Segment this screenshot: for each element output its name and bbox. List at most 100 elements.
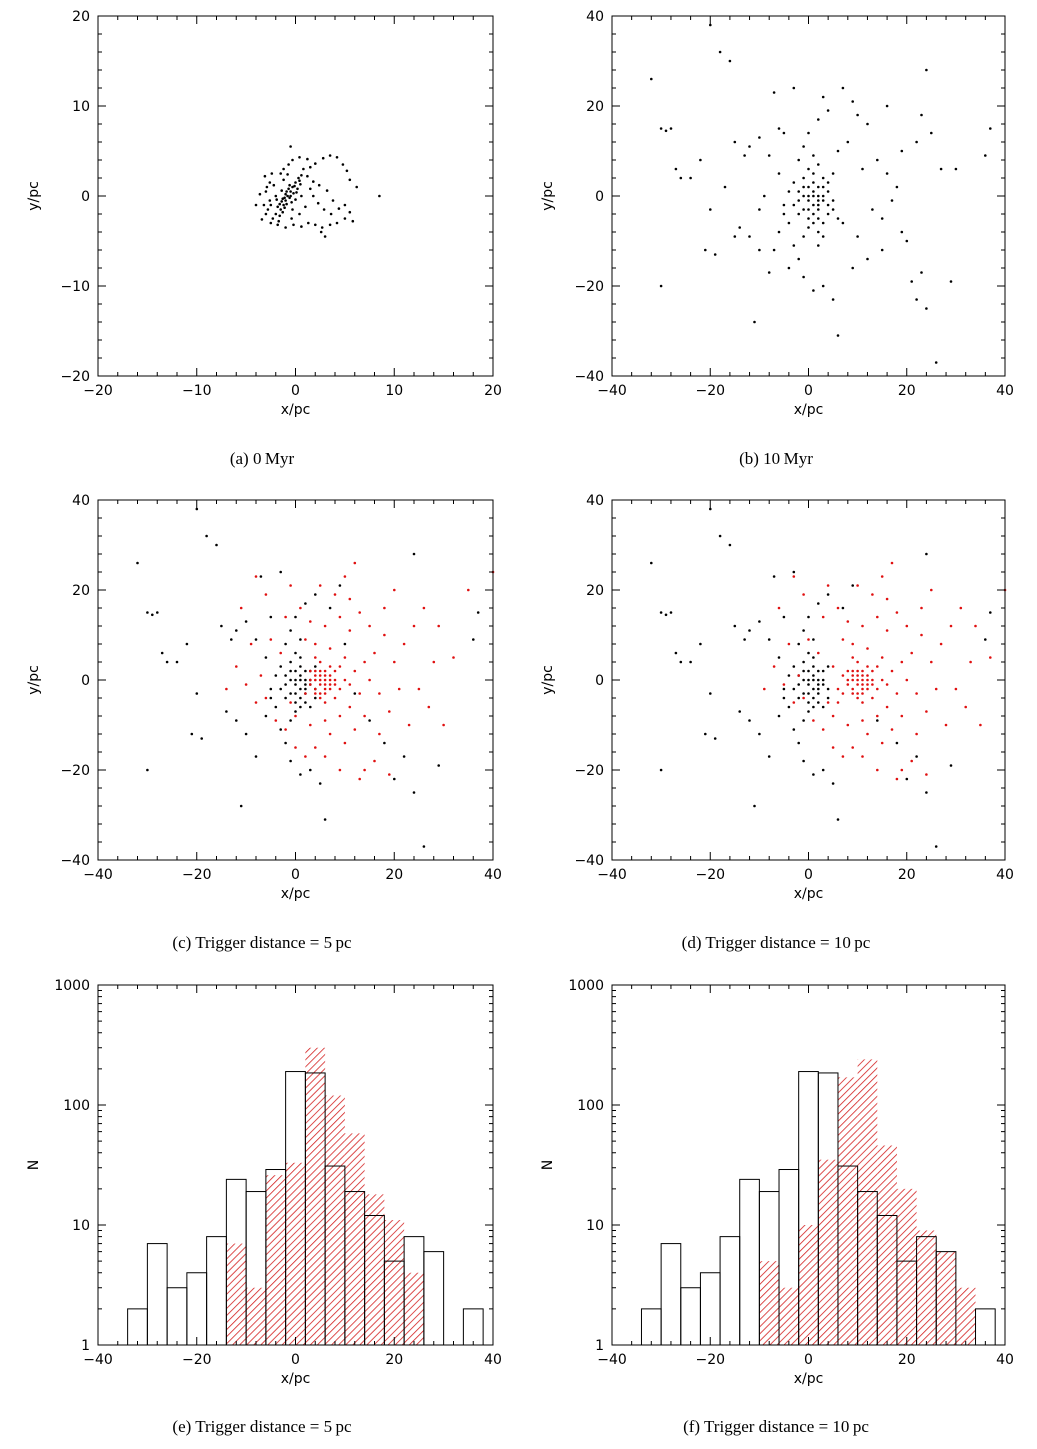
- data-point: [821, 669, 825, 673]
- data-point: [276, 205, 280, 209]
- data-point: [866, 687, 869, 691]
- x-tick-label: −20: [182, 867, 212, 883]
- data-point: [807, 167, 810, 171]
- data-point: [728, 59, 732, 63]
- data-point: [286, 173, 289, 176]
- data-point: [821, 176, 825, 180]
- data-point: [821, 678, 825, 682]
- data-point: [817, 692, 820, 695]
- data-point: [279, 651, 283, 655]
- x-axis-label: x/pc: [281, 402, 311, 418]
- caption-d: (d) Trigger distance = 10 pc: [682, 933, 871, 952]
- data-point: [318, 696, 322, 700]
- data-point: [900, 230, 904, 234]
- data-point: [890, 728, 894, 731]
- data-point: [296, 187, 299, 191]
- data-point: [664, 129, 668, 133]
- data-point: [299, 665, 302, 668]
- data-point: [802, 275, 805, 279]
- data-point: [318, 669, 322, 673]
- data-point: [787, 221, 791, 225]
- data-point: [802, 208, 805, 211]
- data-point: [328, 223, 332, 227]
- data-point: [293, 184, 296, 188]
- data-point: [299, 638, 302, 641]
- data-point: [292, 223, 295, 227]
- y-tick-label: 20: [586, 583, 604, 599]
- data-point: [812, 656, 815, 659]
- data-point: [787, 266, 791, 270]
- y-tick-label: 0: [81, 189, 90, 205]
- x-tick-label: 40: [484, 1352, 502, 1368]
- data-point: [915, 140, 918, 144]
- data-point: [265, 185, 269, 189]
- data-point: [812, 719, 815, 722]
- data-point: [422, 606, 426, 610]
- series-0: [136, 507, 480, 848]
- data-point: [383, 741, 386, 745]
- data-point: [792, 181, 796, 184]
- data-point: [304, 678, 307, 682]
- data-point: [264, 190, 268, 193]
- data-point: [709, 23, 712, 27]
- data-point: [254, 575, 258, 578]
- data-point: [880, 248, 884, 252]
- data-point: [331, 199, 335, 202]
- data-point: [689, 660, 692, 664]
- data-point: [402, 755, 406, 758]
- data-point: [304, 755, 307, 758]
- data-point: [876, 687, 879, 691]
- data-point: [895, 741, 899, 745]
- data-point: [289, 629, 292, 632]
- data-point: [709, 507, 712, 511]
- data-point: [225, 687, 228, 691]
- histogram-bar-triggered: [285, 1162, 306, 1345]
- data-point: [915, 692, 918, 695]
- data-point: [930, 588, 933, 592]
- data-point: [900, 149, 904, 153]
- data-point: [299, 656, 302, 659]
- data-point: [871, 593, 874, 596]
- data-point: [861, 669, 864, 673]
- data-point: [249, 642, 253, 646]
- data-point: [905, 678, 909, 682]
- data-point: [338, 687, 342, 691]
- data-point: [304, 205, 307, 209]
- data-point: [294, 701, 297, 704]
- data-point: [812, 212, 815, 216]
- data-point: [758, 248, 761, 252]
- data-point: [318, 584, 322, 587]
- data-point: [861, 624, 864, 628]
- data-point: [294, 710, 297, 713]
- histogram-bar-original: [680, 1287, 701, 1346]
- data-point: [348, 705, 352, 709]
- data-point: [748, 235, 751, 238]
- data-point: [817, 230, 820, 234]
- data-point: [412, 624, 416, 628]
- data-point: [264, 593, 268, 596]
- data-point: [930, 660, 933, 664]
- data-point: [866, 647, 869, 650]
- data-point: [235, 719, 238, 722]
- data-point: [343, 203, 347, 207]
- data-point: [817, 217, 820, 220]
- data-point: [866, 122, 869, 126]
- data-point: [753, 320, 756, 324]
- data-point: [939, 642, 943, 646]
- data-point: [348, 683, 352, 686]
- x-axis-label: x/pc: [281, 1371, 311, 1387]
- data-point: [895, 692, 899, 695]
- data-point: [758, 620, 761, 623]
- data-point: [368, 624, 371, 628]
- data-point: [659, 127, 663, 130]
- data-point: [289, 190, 292, 193]
- series-outline: [127, 1071, 484, 1346]
- data-point: [304, 602, 307, 605]
- data-point: [472, 638, 475, 641]
- data-point: [802, 145, 805, 148]
- data-point: [807, 199, 810, 202]
- data-point: [263, 174, 267, 178]
- data-point: [772, 665, 776, 668]
- data-point: [831, 782, 835, 785]
- caption-f: (f) Trigger distance = 10 pc: [683, 1417, 869, 1436]
